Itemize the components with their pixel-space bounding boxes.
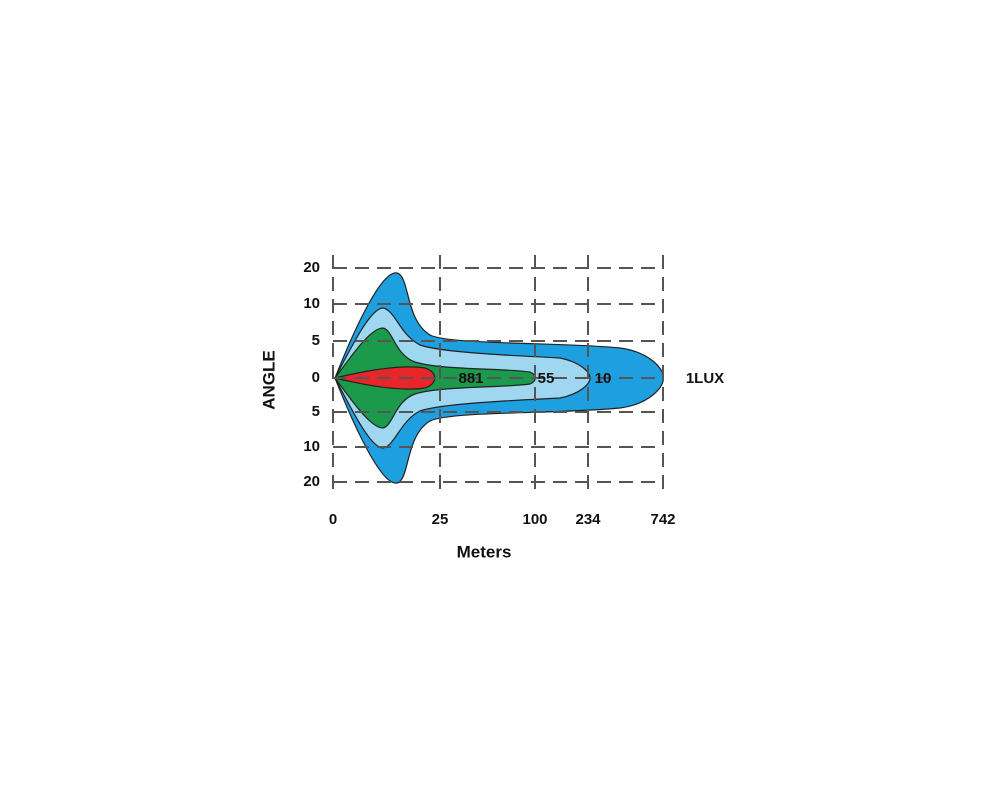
zone-label: 10 [595, 370, 612, 387]
y-label: 20 [303, 473, 320, 490]
zone-label: 1LUX [686, 370, 724, 387]
x-label: 234 [575, 511, 601, 528]
y-label: 20 [303, 259, 320, 276]
x-label: 25 [432, 511, 449, 528]
zone-label: 881 [458, 370, 483, 387]
y-label: 10 [303, 295, 320, 312]
x-axis-title: Meters [457, 542, 512, 561]
x-label: 742 [650, 511, 675, 528]
y-label: 10 [303, 438, 320, 455]
y-label: 0 [312, 369, 320, 386]
y-axis-title: ANGLE [259, 350, 278, 410]
x-label: 0 [329, 511, 337, 528]
grid [332, 255, 664, 495]
y-label: 5 [312, 332, 320, 349]
y-label: 5 [312, 403, 320, 420]
x-label: 100 [522, 511, 547, 528]
zone-label: 55 [538, 370, 555, 387]
